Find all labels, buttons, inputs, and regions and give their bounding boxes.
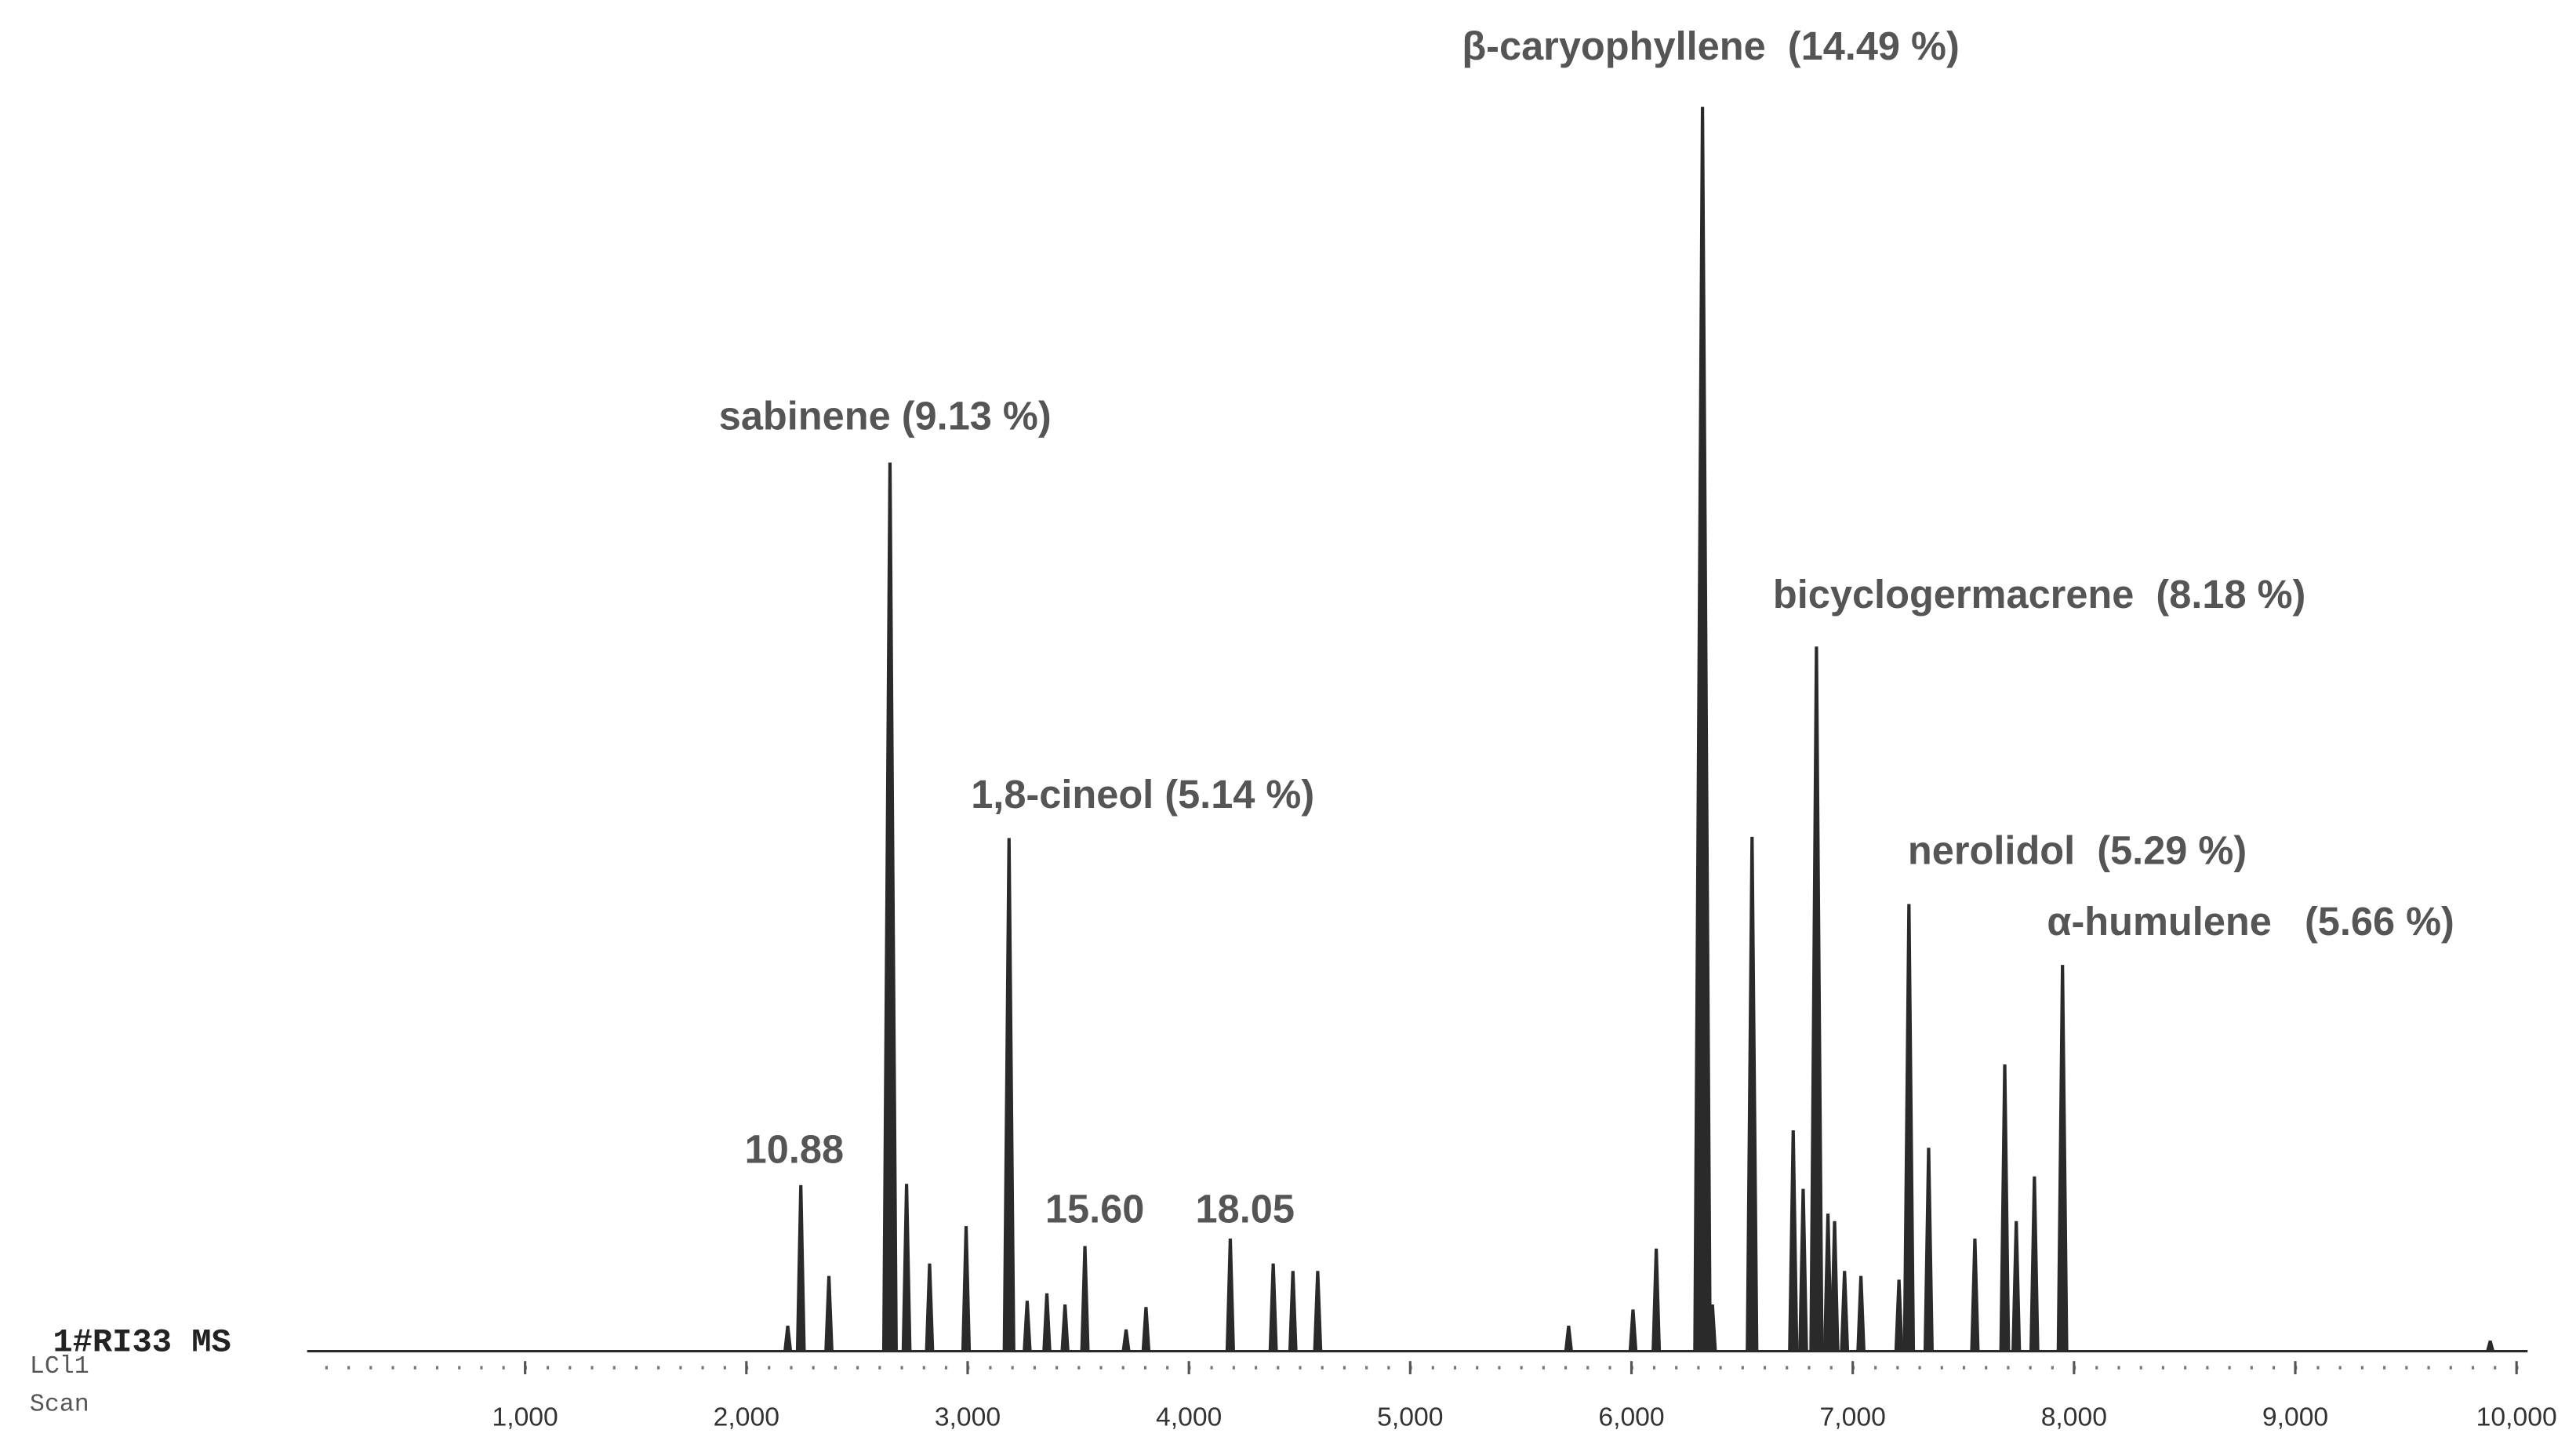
peak — [1798, 1188, 1808, 1352]
annotation: 15.60 — [1045, 1186, 1144, 1231]
peak — [1060, 1304, 1070, 1352]
peak — [1708, 1304, 1717, 1352]
annotation: nerolidol (5.29 %) — [1908, 828, 2247, 872]
peak — [1970, 1239, 1980, 1352]
peak — [901, 1184, 912, 1352]
annotation: 18.05 — [1196, 1186, 1295, 1231]
peak — [2029, 1176, 2040, 1352]
peak — [1822, 1213, 1833, 1352]
peak — [961, 1226, 972, 1352]
peak — [1999, 1064, 2011, 1352]
peak — [1894, 1279, 1904, 1352]
peak — [1042, 1293, 1052, 1352]
side-label: LCl1 — [30, 1353, 89, 1381]
x-tick-label: 4,000 — [1156, 1403, 1222, 1432]
peak — [783, 1326, 793, 1352]
peak — [1121, 1329, 1131, 1352]
annotation: β-caryophyllene (14.49 %) — [1462, 24, 1959, 68]
annotation: α-humulene (5.66 %) — [2047, 899, 2454, 944]
peak — [795, 1184, 806, 1352]
peak — [1225, 1239, 1235, 1352]
side-label: Scan — [30, 1391, 89, 1418]
peak — [1788, 1130, 1799, 1352]
peak — [881, 462, 898, 1352]
peak — [1080, 1246, 1090, 1352]
peak — [824, 1275, 834, 1352]
peak — [1923, 1148, 1934, 1352]
peak — [1651, 1248, 1662, 1352]
peak — [1840, 1271, 1850, 1352]
x-tick-label: 5,000 — [1377, 1403, 1443, 1432]
peak — [925, 1263, 935, 1352]
peak — [1002, 838, 1016, 1352]
peak — [1809, 646, 1824, 1352]
peak — [1313, 1271, 1323, 1352]
x-tick-label: 1,000 — [492, 1403, 558, 1432]
peak — [1288, 1271, 1298, 1352]
trace-label: 1#RI33 MS — [53, 1324, 231, 1362]
annotation: 1,8-cineol (5.14 %) — [971, 772, 1314, 817]
peak — [1268, 1263, 1278, 1352]
annotation: bicyclogermacrene (8.18 %) — [1773, 572, 2305, 617]
annotation: 10.88 — [745, 1127, 844, 1172]
peak — [1856, 1275, 1866, 1352]
x-tick-label: 2,000 — [714, 1403, 779, 1432]
peak — [1023, 1301, 1032, 1352]
annotation: sabinene (9.13 %) — [719, 394, 1052, 438]
peak — [1902, 904, 1916, 1352]
peak — [2056, 965, 2069, 1352]
peak — [1746, 836, 1759, 1352]
peak — [1141, 1307, 1151, 1352]
peak — [1564, 1326, 1574, 1352]
peak — [1628, 1309, 1638, 1352]
x-tick-label: 9,000 — [2262, 1403, 2328, 1432]
peak — [2485, 1341, 2495, 1352]
x-tick-label: 3,000 — [935, 1403, 1001, 1432]
peak — [1829, 1221, 1840, 1352]
x-tick-label: 6,000 — [1598, 1403, 1664, 1432]
x-tick-label: 8,000 — [2041, 1403, 2107, 1432]
peak — [2011, 1221, 2022, 1352]
x-tick-label: 7,000 — [1820, 1403, 1886, 1432]
x-tick-label: 10,000 — [2476, 1403, 2557, 1432]
peak — [1693, 107, 1712, 1352]
